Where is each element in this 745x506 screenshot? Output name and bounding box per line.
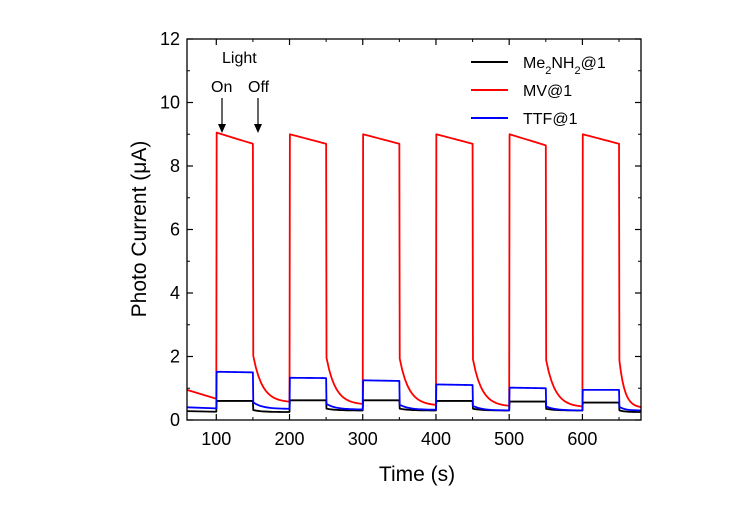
legend-label: Me2NH2@1: [523, 55, 606, 77]
series-line-mv1: [186, 131, 642, 408]
y-tick-label: 6: [170, 220, 180, 240]
annotation-light: Light: [222, 50, 257, 67]
series-group: [186, 131, 642, 413]
y-tick-label: 12: [160, 29, 180, 49]
y-tick-label: 10: [160, 93, 180, 113]
legend: Me2NH2@1 MV@1 TTF@1: [471, 55, 606, 128]
x-tick-label: 400: [421, 429, 451, 449]
annotation-off: Off: [248, 79, 270, 96]
x-tick-label: 200: [274, 429, 304, 449]
arrow-on-head-icon: [218, 124, 226, 133]
y-tick-label: 4: [170, 283, 180, 303]
arrow-off-head-icon: [254, 124, 262, 133]
y-tick-label: 2: [170, 347, 180, 367]
axis-ticks: 100 200 300 400 500 600 0 2 4 6 8 10 12: [160, 29, 641, 449]
x-tick-label: 500: [494, 429, 524, 449]
legend-label: MV@1: [523, 83, 572, 100]
x-tick-label: 300: [348, 429, 378, 449]
legend-label: TTF@1: [523, 111, 578, 128]
series-line-ttf1: [186, 370, 642, 412]
x-tick-label: 600: [567, 429, 597, 449]
x-axis-label: Time (s): [379, 463, 455, 486]
x-tick-label: 100: [201, 429, 231, 449]
y-tick-label: 8: [170, 156, 180, 176]
annotation-on: On: [211, 79, 232, 96]
light-annotation: Light On Off: [211, 50, 270, 133]
y-tick-label: 0: [170, 410, 180, 430]
y-axis-label: Photo Current (μA): [128, 141, 151, 318]
